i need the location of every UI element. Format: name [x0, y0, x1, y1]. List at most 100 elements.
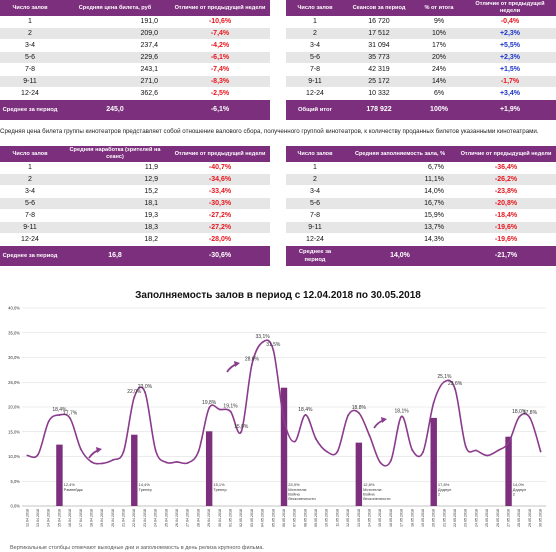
total-value: 245,0: [60, 99, 170, 120]
x-tick-label: 28.04.2018: [196, 509, 200, 527]
bar-label: 17,8%: [438, 482, 450, 487]
bar-film-label: Война: [363, 492, 375, 497]
data-point: [400, 415, 403, 418]
y-tick-label: 30,0%: [8, 355, 20, 360]
x-tick-label: 24.04.2018: [154, 509, 158, 527]
data-point: [111, 459, 114, 461]
table-row: 1 6,7% -36,4%: [286, 162, 556, 174]
data-point: [411, 449, 414, 451]
cell-diff: -0,4%: [464, 16, 556, 28]
x-tick-label: 19.05.2018: [421, 509, 425, 527]
x-tick-label: 17.05.2018: [400, 509, 404, 527]
x-tick-label: 13.05.2018: [357, 509, 361, 527]
x-tick-label: 20.04.2018: [111, 509, 115, 527]
data-point: [165, 461, 168, 464]
cell-value: 6,7%: [344, 162, 456, 174]
x-tick-label: 21.05.2018: [442, 509, 446, 527]
column-header: Сеансов за период: [344, 0, 414, 16]
data-point: [357, 412, 360, 414]
y-tick-label: 40,0%: [8, 306, 20, 311]
cell-value: 42 319: [344, 63, 414, 76]
cell-diff: +2,3%: [464, 27, 556, 40]
data-point: [90, 461, 93, 463]
total-row: Общий итог 178 922 100% +1,9%: [286, 99, 556, 120]
table-row: 2 11,1% -26,2%: [286, 173, 556, 186]
cell-value: 271,0: [60, 75, 170, 88]
cell-diff: -6,1%: [170, 51, 270, 64]
trend-arrow-head-icon: [96, 447, 102, 453]
table-row: 9-11 271,0 -8,3%: [0, 75, 270, 88]
bar-film-label: Мстители:: [288, 487, 307, 492]
cell-halls: 2: [0, 173, 60, 186]
data-point: [454, 388, 457, 391]
cell-halls: 7-8: [0, 209, 60, 222]
data-point: [432, 401, 435, 404]
release-bar: [430, 417, 437, 506]
cell-value: 35 773: [344, 51, 414, 64]
data-point: [518, 416, 521, 418]
table-header: Число залов Средняя наработка (зрителей …: [0, 146, 270, 162]
x-tick-label: 20.05.2018: [432, 509, 436, 527]
cell-halls: 3-4: [0, 39, 60, 52]
bar-film-label: 2: [513, 492, 516, 497]
x-tick-label: 03.05.2018: [250, 509, 254, 527]
total-share: 100%: [414, 99, 464, 120]
cell-value: 191,0: [60, 16, 170, 28]
bar-film-label: Рэмпейдж: [64, 487, 83, 492]
x-tick-label: 21.04.2018: [122, 509, 126, 527]
table-row: 5-6 16,7% -20,8%: [286, 197, 556, 210]
data-point: [122, 450, 125, 453]
release-bar: [205, 431, 213, 506]
cell-value: 13,7%: [344, 221, 456, 234]
x-tick-label: 30.05.2018: [539, 509, 543, 527]
cell-value: 10 332: [344, 87, 414, 100]
table-row: 12-24 18,2 -28,0%: [0, 233, 270, 246]
cell-share: 14%: [414, 75, 464, 88]
column-header: Число залов: [286, 146, 344, 162]
table-row: 9-11 18,3 -27,2%: [0, 221, 270, 234]
data-point: [464, 445, 467, 448]
x-tick-label: 11.05.2018: [335, 509, 339, 527]
data-point: [26, 454, 29, 457]
total-label: Среднее за период: [286, 245, 344, 266]
bar-film-label: 2: [438, 492, 441, 497]
data-point: [336, 450, 339, 453]
cell-diff: -30,3%: [170, 197, 270, 210]
cell-value: 15,9%: [344, 209, 456, 222]
x-tick-label: 14.05.2018: [368, 509, 372, 527]
x-tick-label: 15.05.2018: [378, 509, 382, 527]
total-diff: -6,1%: [170, 99, 270, 120]
column-header: Число залов: [286, 0, 344, 16]
table-row: 1 191,0 -10,6%: [0, 16, 270, 28]
release-bar: [280, 387, 288, 506]
cell-halls: 9-11: [286, 221, 344, 234]
data-point: [101, 462, 104, 465]
x-tick-label: 29.05.2018: [528, 509, 532, 527]
table-row: 5-6 229,6 -6,1%: [0, 51, 270, 64]
x-tick-label: 22.04.2018: [132, 509, 136, 527]
table-row: 5-6 18,1 -30,3%: [0, 197, 270, 210]
y-tick-label: 5,0%: [10, 479, 20, 484]
total-value: 14,0%: [344, 245, 456, 266]
table-row: 2 209,0 -7,4%: [0, 27, 270, 40]
bar-label: 14,0%: [513, 482, 525, 487]
data-point: [315, 438, 317, 441]
bar-film-label: бесконечности: [363, 496, 390, 501]
column-header: Отличие от предыдущей недели: [464, 0, 556, 16]
column-header: Число залов: [0, 0, 60, 16]
table-header: Число залов Средняя заполняемость зала, …: [286, 146, 556, 162]
cell-halls: 7-8: [286, 209, 344, 222]
x-tick-label: 24.05.2018: [474, 509, 478, 527]
x-tick-label: 13.04.2018: [36, 509, 40, 527]
cell-halls: 9-11: [0, 75, 60, 88]
y-tick-label: 15,0%: [8, 429, 20, 434]
column-header: Отличие от предыдущей недели: [170, 0, 270, 16]
bar-label: 12,8%: [363, 482, 375, 487]
cell-diff: -7,4%: [170, 27, 270, 40]
x-tick-label: 16.05.2018: [389, 509, 393, 527]
cell-halls: 12-24: [0, 87, 60, 100]
data-point: [240, 430, 243, 433]
data-point: [133, 396, 136, 398]
cell-value: 362,6: [60, 87, 170, 100]
ticket-price-table: Число залов Средняя цена билета, руб Отл…: [0, 0, 270, 120]
